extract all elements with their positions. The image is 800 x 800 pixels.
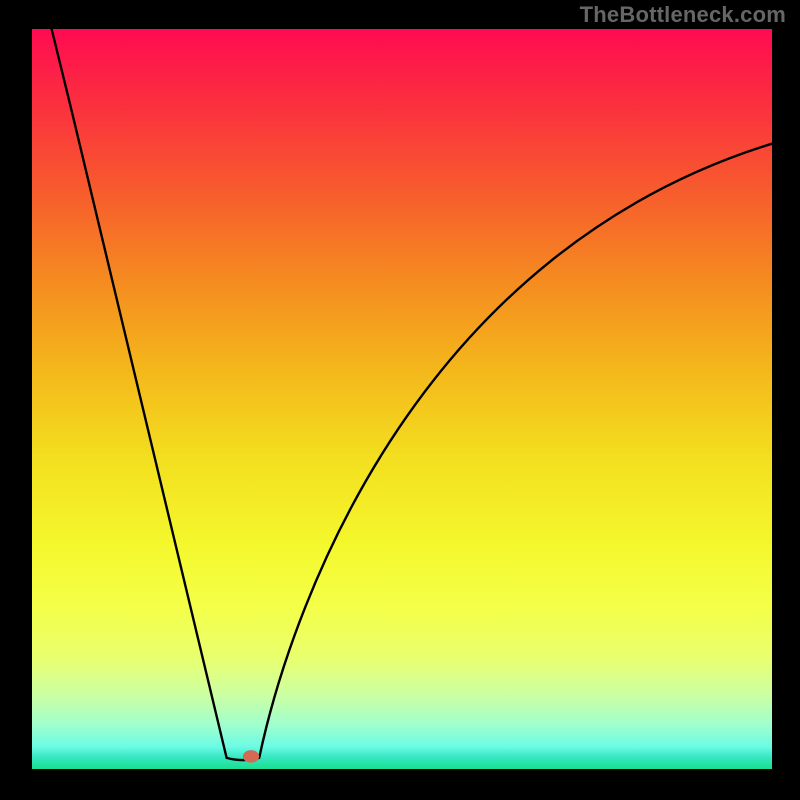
plot-background	[32, 29, 772, 769]
optimal-marker	[243, 750, 259, 763]
bottleneck-chart	[0, 0, 800, 800]
watermark-text: TheBottleneck.com	[580, 2, 786, 28]
chart-wrapper: TheBottleneck.com	[0, 0, 800, 800]
